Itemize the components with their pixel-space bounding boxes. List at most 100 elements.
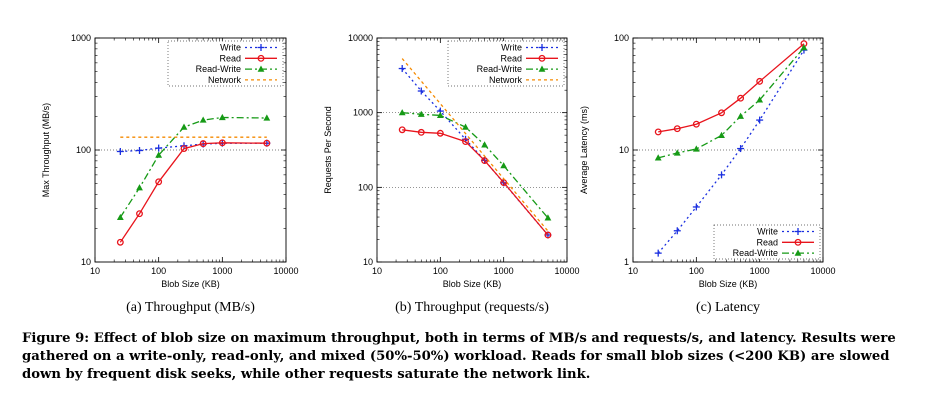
plot-frame	[94, 37, 287, 263]
data-point-read-write	[800, 44, 808, 51]
data-point-write	[155, 144, 163, 152]
subcaption-a: (a) Throughput (MB/s)	[126, 300, 255, 315]
series-line-read-write	[119, 116, 267, 218]
y-tick-label-1: 100	[76, 145, 91, 155]
y-tick-label-0: 10	[81, 257, 91, 267]
legend-marker-write	[257, 44, 265, 51]
data-point-read	[692, 120, 700, 128]
series-read	[116, 139, 271, 246]
series-line-read	[119, 142, 267, 243]
data-point-read	[218, 139, 226, 147]
x-tick-label-2: 1000	[212, 266, 232, 276]
x-axis-label: Blob Size (KB)	[443, 279, 502, 289]
x-tick-label-0: 10	[90, 266, 100, 276]
data-point-write	[737, 145, 745, 153]
data-point-read	[417, 128, 425, 136]
data-point-read-write	[654, 154, 662, 161]
legend-marker-read-write	[257, 65, 265, 72]
plot-frame	[376, 37, 568, 263]
legend-label-read: Read	[756, 237, 778, 247]
series-line-network	[401, 58, 549, 232]
data-point-read-write	[155, 151, 163, 158]
legend-label-write: Write	[757, 227, 778, 237]
data-point-read-write	[737, 112, 745, 119]
data-point-read-write	[263, 114, 271, 121]
legend-label-write: Write	[220, 43, 241, 53]
x-tick-label-0: 10	[628, 266, 638, 276]
y-axis-label: Requests Per Second	[323, 106, 333, 194]
chart-a: 10 100 1000 10000 10 100 1000 Blob Size (KB) Max…	[41, 33, 299, 315]
data-point-read	[116, 238, 124, 246]
series-network	[401, 58, 549, 232]
series-line-read	[402, 129, 549, 236]
data-point-write	[756, 116, 764, 124]
x-axis-label: Blob Size (KB)	[161, 279, 220, 289]
data-point-read	[263, 139, 271, 147]
legend-label-read-write: Read-Write	[733, 248, 778, 258]
data-point-read-write	[673, 149, 681, 156]
legend-label-read-write: Read-Write	[196, 64, 241, 74]
legend-label-read-write: Read-Write	[477, 64, 522, 74]
data-point-read	[544, 231, 552, 239]
data-point-read-write	[481, 141, 489, 148]
x-tick-label-3: 10000	[554, 266, 579, 276]
data-point-read-write	[462, 123, 469, 130]
data-point-read-write	[398, 109, 406, 116]
data-point-read-write	[199, 116, 207, 123]
x-tick-label-1: 100	[689, 266, 704, 276]
x-tick-label-2: 1000	[494, 266, 514, 276]
legend-marker-write	[794, 228, 802, 235]
series-read	[398, 126, 552, 239]
data-point-read-write	[436, 111, 444, 118]
legend-marker-write	[538, 44, 546, 51]
data-point-read	[500, 179, 508, 186]
x-tick-label-0: 10	[372, 266, 382, 276]
figure-caption: Figure 9: Effect of blob size on maximum…	[22, 331, 896, 382]
data-point-read-write	[756, 96, 764, 103]
data-point-read-write	[116, 213, 124, 221]
figure-canvas: 10 100 1000 10000 10 100 1000 Blob Size (KB) Max…	[41, 33, 836, 315]
legend-label-read: Read	[219, 53, 241, 63]
subcaption-b: (b) Throughput (requests/s)	[395, 300, 549, 315]
y-tick-label-0: 1	[624, 257, 629, 267]
legend-label-read: Read	[500, 53, 522, 63]
chart-b: 10 100 1000 10000 10 100 1000 10000 Blob Size (K…	[323, 33, 580, 315]
data-point-read	[155, 178, 163, 186]
data-point-read	[718, 109, 725, 117]
data-point-read-write	[136, 184, 143, 191]
data-point-read	[737, 94, 745, 102]
series-line-read	[658, 43, 805, 133]
legend-label-network: Network	[208, 75, 242, 85]
y-tick-label-2: 100	[614, 33, 629, 43]
series-line-read-write	[402, 112, 549, 219]
data-point-write	[398, 65, 406, 73]
data-point-read-write	[718, 131, 725, 139]
series-write	[116, 139, 271, 155]
y-tick-label-2: 1000	[71, 33, 91, 43]
data-point-read	[436, 129, 444, 137]
data-point-write	[654, 249, 662, 257]
plot-frame	[632, 37, 824, 263]
data-point-read	[673, 125, 681, 133]
legend-label-network: Network	[489, 75, 523, 85]
data-point-read	[756, 77, 764, 85]
data-point-read-write	[180, 123, 188, 130]
data-point-write	[417, 87, 425, 95]
subcaption-c: (c) Latency	[696, 300, 760, 315]
y-tick-label-2: 1000	[353, 108, 373, 118]
legend-marker-read	[794, 238, 802, 246]
data-point-read-write	[692, 145, 700, 152]
series-line-read-write	[658, 47, 805, 159]
y-axis-label: Max Throughput (MB/s)	[41, 103, 51, 197]
x-tick-label-3: 10000	[810, 266, 835, 276]
y-axis-label: Average Latency (ms)	[579, 106, 589, 194]
legend-label-write: Write	[501, 43, 522, 53]
legend-marker-read-write	[538, 65, 546, 72]
data-point-write	[718, 171, 726, 179]
data-point-read-write	[500, 162, 508, 169]
x-tick-label-1: 100	[433, 266, 448, 276]
data-point-read-write	[417, 110, 425, 117]
